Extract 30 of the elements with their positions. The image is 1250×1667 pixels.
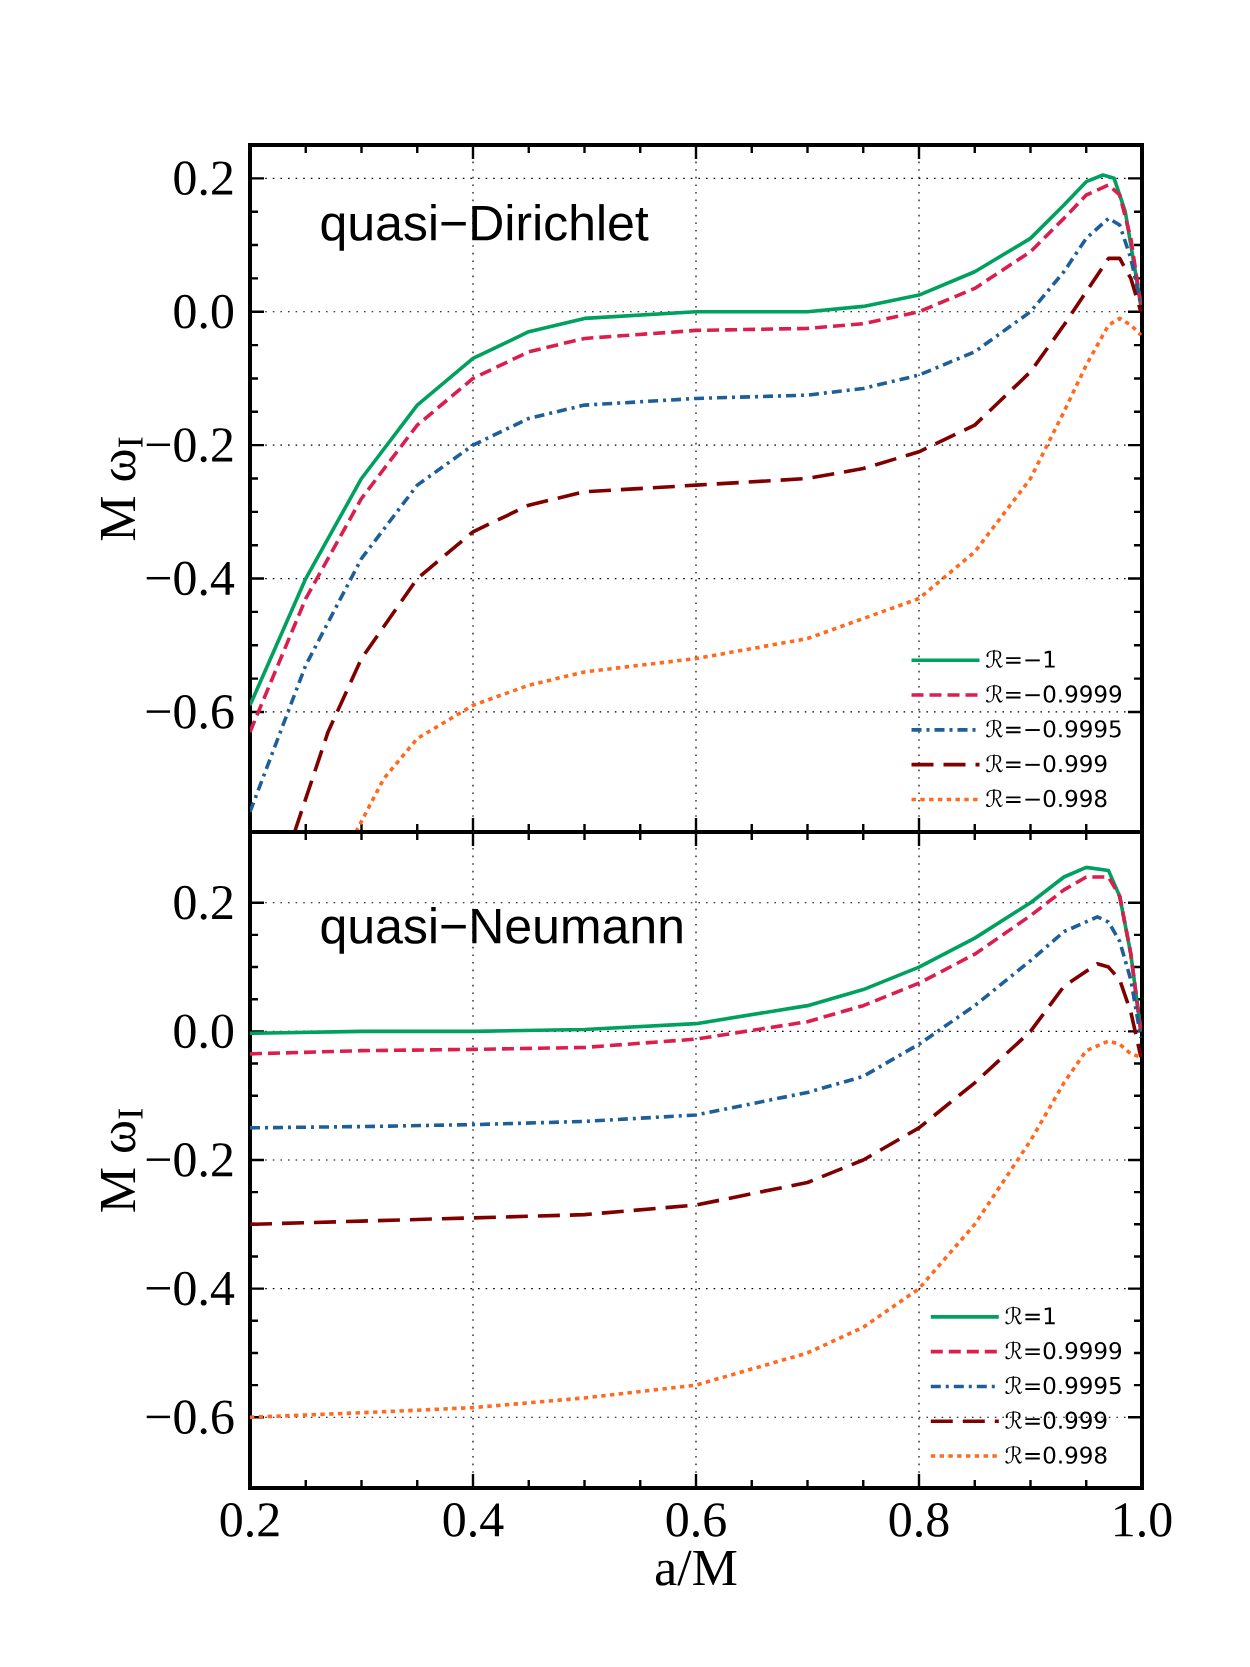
annotation: quasi−Dirichlet (321, 204, 649, 251)
annotation: quasi−Neumann (321, 907, 682, 954)
legend-label: ℛ=0.9995 (1005, 1376, 1121, 1395)
legend-label: ℛ=0.999 (1005, 1410, 1107, 1429)
legend-label: ℛ=−0.9999 (986, 684, 1122, 703)
y-tick-label: −0.2 (146, 428, 233, 463)
y-tick-label: −0.4 (146, 1271, 235, 1306)
legend-label: ℛ=−0.999 (986, 754, 1107, 773)
y-tick-label: −0.4 (146, 561, 235, 596)
x-axis-title: a/M (655, 1550, 737, 1586)
y-axis-title: M ω$_{I}$ (100, 437, 143, 541)
y-tick-label: 0.2 (174, 885, 233, 920)
x-tick-label: 0.4 (443, 1503, 504, 1538)
x-tick-label: 0.6 (666, 1503, 726, 1538)
x-tick-label: 1.0 (1115, 1503, 1172, 1538)
y-tick-label: 0.0 (174, 1014, 234, 1049)
y-tick-label: −0.2 (146, 1143, 233, 1177)
legend-label: ℛ=0.998 (1005, 1445, 1107, 1464)
legend-label: ℛ=−0.998 (986, 789, 1107, 808)
legend-label: ℛ=−0.9995 (986, 719, 1121, 738)
y-tick-label: −0.6 (146, 1400, 234, 1435)
y-tick-label: −0.6 (146, 694, 234, 729)
y-tick-label: 0.2 (174, 161, 233, 196)
y-axis-title: M ω$_{I}$ (100, 1108, 143, 1212)
legend-label: ℛ=−1 (986, 649, 1055, 668)
legend-label: ℛ=0.9999 (1005, 1341, 1122, 1360)
y-tick-label: 0.0 (174, 294, 234, 329)
legend-label: ℛ=1 (1005, 1306, 1055, 1325)
x-tick-label: 0.2 (220, 1503, 279, 1538)
x-tick-label: 0.8 (889, 1503, 949, 1538)
